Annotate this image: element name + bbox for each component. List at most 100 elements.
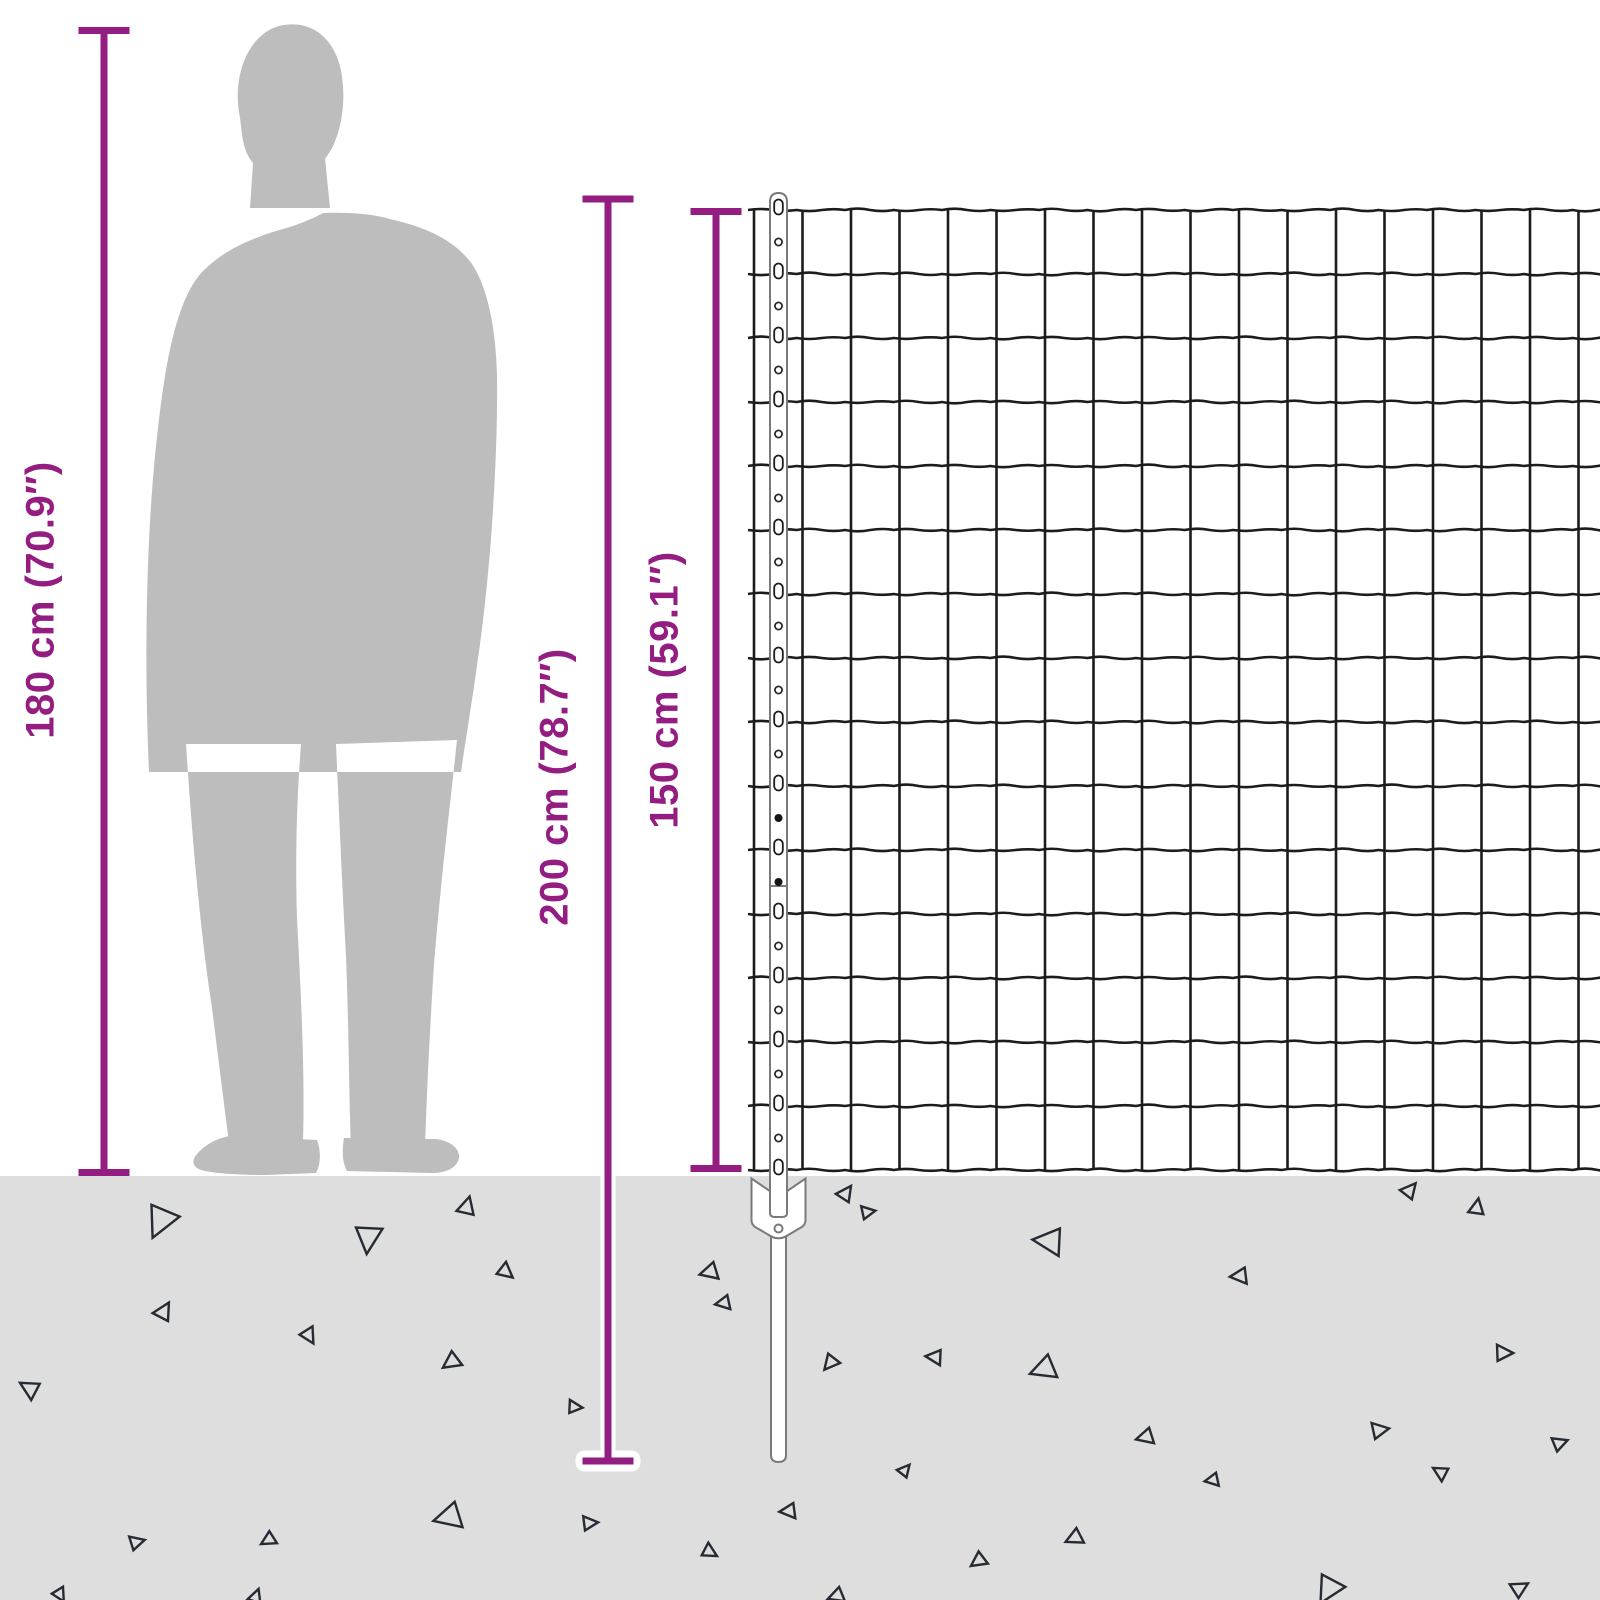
mesh-wire-horizontal <box>747 911 1600 917</box>
mesh-wire-horizontal <box>747 847 1600 853</box>
post-wire-slot <box>773 710 784 728</box>
ground-triangle <box>1063 1525 1086 1544</box>
ground-triangle <box>17 1381 42 1403</box>
post-wire-slot <box>773 198 784 216</box>
mesh-wire-horizontal <box>747 1167 1600 1173</box>
wire-mesh <box>747 207 1600 1173</box>
ground-triangle <box>454 1193 476 1217</box>
mesh-wire-horizontal <box>747 527 1600 533</box>
ground-triangle <box>1202 1470 1221 1488</box>
post-wire-slot <box>773 902 784 920</box>
ground-triangle <box>1507 1582 1531 1600</box>
ground-triangle <box>494 1259 515 1280</box>
ground-triangle <box>922 1348 942 1368</box>
ground-triangle <box>859 1204 878 1222</box>
post-total-height-label: 200 cm (78.7″) <box>532 648 577 926</box>
mesh-wire-horizontal <box>747 399 1600 405</box>
ground-triangle <box>825 1584 846 1600</box>
post-body <box>769 191 788 1218</box>
post-hole-filled <box>774 814 783 822</box>
post-hole <box>774 1069 784 1079</box>
post-holes <box>773 198 784 1176</box>
ground-triangle <box>430 1499 465 1529</box>
measure-stem <box>604 199 612 1461</box>
person-height-label: 180 cm (70.9″) <box>18 461 63 739</box>
ground-triangle <box>712 1293 732 1311</box>
ground-triangle <box>1027 1352 1060 1379</box>
ground-triangle <box>968 1549 991 1568</box>
fence-post <box>769 191 788 1218</box>
ground-triangle <box>127 1535 148 1553</box>
post-hole <box>774 749 784 759</box>
person-silhouette <box>146 24 498 1175</box>
post-wire-slot <box>773 582 784 600</box>
post-wire-slot <box>773 838 784 856</box>
mesh-wire-horizontal <box>747 207 1600 213</box>
mesh-wire-horizontal <box>747 655 1600 661</box>
ground-triangle <box>49 1584 65 1600</box>
ground-triangle <box>699 1540 720 1558</box>
mesh-wire-horizontal <box>747 719 1600 725</box>
ground-triangle <box>1369 1421 1392 1442</box>
ground-triangle <box>440 1348 465 1370</box>
mesh-wire-horizontal <box>747 975 1600 981</box>
ground-triangle <box>1430 1466 1451 1484</box>
mesh-wire-horizontal <box>747 591 1600 597</box>
ground-triangle <box>1227 1265 1249 1286</box>
ground-triangle <box>1319 1572 1348 1600</box>
post-wire-slot <box>773 1158 784 1176</box>
ground-triangle <box>894 1462 912 1480</box>
mesh-wire-horizontal <box>747 271 1600 277</box>
ground-triangle <box>776 1500 797 1521</box>
ground-triangle <box>833 1183 853 1205</box>
post-hole <box>774 237 784 247</box>
post-wire-slot <box>773 518 784 536</box>
ground-triangle <box>150 1202 183 1241</box>
measure-stem <box>100 30 108 1173</box>
ground-triangle <box>1549 1436 1571 1454</box>
ground-texture-triangles <box>17 1181 1571 1600</box>
fence-height-line <box>690 208 742 1172</box>
mesh-wire-horizontal <box>747 1039 1600 1045</box>
post-total-height-line <box>575 195 641 1472</box>
anchor-plate-hole <box>773 1223 784 1234</box>
ground-triangle <box>297 1324 315 1346</box>
post-hole <box>774 557 784 567</box>
mesh-wire-horizontal <box>747 783 1600 789</box>
post-wire-slot <box>773 966 784 984</box>
post-wire-slot <box>773 1030 784 1048</box>
ground-triangle <box>245 1586 262 1600</box>
ground-triangle <box>1495 1342 1516 1363</box>
ground-triangle <box>822 1351 843 1372</box>
mesh-wire-horizontal <box>747 1103 1600 1109</box>
post-hole <box>774 493 784 503</box>
post-hole <box>774 941 784 951</box>
post-hole <box>774 429 784 439</box>
post-wire-slot <box>773 454 784 472</box>
mesh-wire-horizontal <box>747 463 1600 469</box>
post-hole <box>774 301 784 311</box>
ground-triangle <box>1029 1226 1062 1259</box>
post-wire-slot <box>773 1094 784 1112</box>
measure-stem <box>712 211 720 1169</box>
mesh-wire-horizontal <box>747 335 1600 341</box>
post-wire-slot <box>773 390 784 408</box>
post-hole <box>774 685 784 695</box>
ground-triangle <box>696 1259 721 1281</box>
fence-height-label: 150 cm (59.1″) <box>642 551 687 829</box>
post-hole-filled <box>774 878 783 886</box>
post-wire-slot <box>773 646 784 664</box>
post-hole <box>774 621 784 631</box>
post-wire-slot <box>773 262 784 280</box>
ground-triangle <box>1466 1195 1485 1216</box>
ground-triangle <box>150 1300 171 1324</box>
ground-triangle <box>354 1226 385 1257</box>
post-hole <box>774 365 784 375</box>
post-hole <box>774 1005 784 1015</box>
post-wire-slot <box>773 326 784 344</box>
person-height-line <box>78 27 130 1176</box>
ground-triangle <box>581 1514 601 1533</box>
ground-triangle <box>1133 1425 1156 1445</box>
